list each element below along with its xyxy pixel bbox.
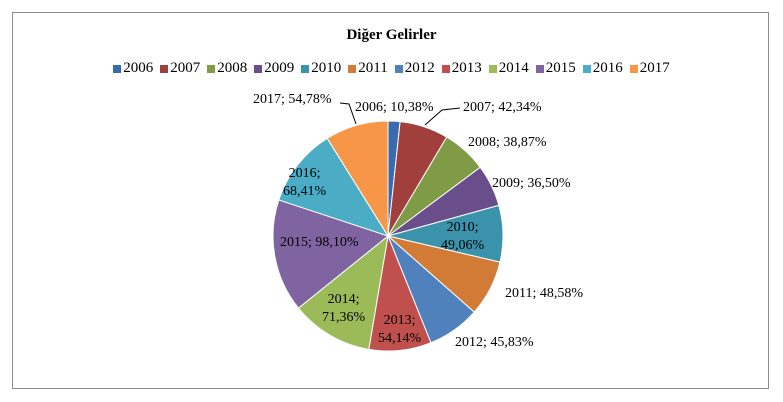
legend-label: 2017 bbox=[639, 60, 670, 76]
legend-swatch bbox=[113, 64, 122, 73]
legend-label: 2008 bbox=[217, 60, 248, 76]
legend: 2006 2007 2008 2009 2010 2011 2012 2013 2014 2015… bbox=[0, 60, 783, 77]
legend-swatch bbox=[488, 64, 497, 73]
legend-label: 2012 bbox=[404, 60, 435, 76]
legend-swatch bbox=[160, 64, 169, 73]
legend-swatch bbox=[254, 64, 263, 73]
legend-item-2006: 2006 bbox=[113, 60, 153, 77]
legend-label: 2006 bbox=[123, 60, 154, 76]
legend-item-2007: 2007 bbox=[160, 60, 200, 77]
legend-label: 2014 bbox=[498, 60, 529, 76]
pie-slice-2014 bbox=[297, 234, 389, 350]
data-label-2006: 2006; 10,38% bbox=[355, 100, 434, 115]
legend-swatch bbox=[582, 64, 591, 73]
legend-label: 2013 bbox=[451, 60, 482, 76]
legend-swatch bbox=[629, 64, 638, 73]
legend-label: 2011 bbox=[358, 60, 388, 76]
chart-frame bbox=[12, 12, 769, 389]
legend-item-2010: 2010 bbox=[301, 60, 341, 77]
legend-swatch bbox=[301, 64, 310, 73]
data-label-2014: 2014; 71,36% bbox=[322, 292, 366, 325]
data-label-2009: 2009; 36,50% bbox=[492, 176, 571, 191]
data-label-2015: 2015; 98,10% bbox=[280, 235, 359, 250]
legend-swatch bbox=[394, 64, 403, 73]
data-label-2008: 2008; 38,87% bbox=[468, 135, 547, 150]
legend-item-2017: 2017 bbox=[629, 60, 670, 77]
legend-swatch bbox=[535, 64, 544, 73]
legend-swatch bbox=[441, 64, 450, 73]
legend-swatch bbox=[207, 64, 216, 73]
data-label-2011: 2011; 48,58% bbox=[505, 286, 584, 301]
data-label-2012: 2012; 45,83% bbox=[455, 335, 534, 350]
legend-item-2009: 2009 bbox=[254, 60, 294, 77]
chart-title: Diğer Gelirler bbox=[346, 27, 437, 43]
pie-slice-2017 bbox=[326, 120, 389, 238]
legend-item-2008: 2008 bbox=[207, 60, 247, 77]
leader-line bbox=[339, 102, 357, 125]
data-label-2007: 2007; 42,34% bbox=[463, 100, 542, 115]
legend-label: 2009 bbox=[264, 60, 295, 76]
legend-label: 2015 bbox=[545, 60, 576, 76]
legend-item-2014: 2014 bbox=[488, 60, 529, 77]
pie-slice-2016 bbox=[278, 137, 390, 237]
legend-label: 2007 bbox=[170, 60, 201, 76]
legend-item-2016: 2016 bbox=[582, 60, 623, 77]
legend-item-2013: 2013 bbox=[441, 60, 482, 77]
data-label-2016: 2016; 68,41% bbox=[283, 166, 327, 199]
leader-line bbox=[424, 107, 461, 126]
data-label-2017: 2017; 54,78% bbox=[253, 92, 332, 107]
legend-item-2015: 2015 bbox=[535, 60, 576, 77]
data-label-2013: 2013; 54,14% bbox=[378, 313, 422, 346]
legend-item-2012: 2012 bbox=[394, 60, 435, 77]
legend-label: 2010 bbox=[311, 60, 342, 76]
data-label-2010: 2010; 49,06% bbox=[441, 220, 485, 253]
legend-item-2011: 2011 bbox=[348, 60, 388, 77]
legend-swatch bbox=[348, 64, 357, 73]
legend-label: 2016 bbox=[592, 60, 623, 76]
